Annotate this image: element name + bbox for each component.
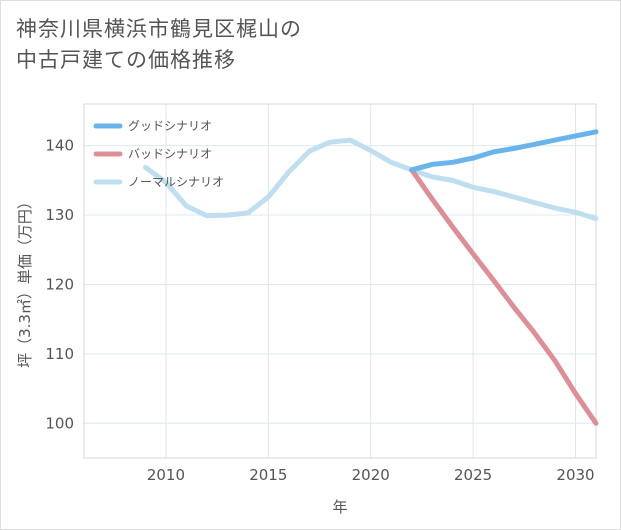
legend-label-1: バッドシナリオ	[128, 147, 212, 161]
plot-border	[83, 103, 597, 459]
grid-lines	[84, 104, 596, 458]
x-tick-label: 2010	[147, 466, 185, 484]
series-layer	[142, 129, 599, 426]
y-tick-label: 100	[45, 414, 74, 432]
series-line-0	[409, 129, 599, 173]
x-tick-label: 2015	[249, 466, 287, 484]
x-tick-label: 2025	[454, 466, 492, 484]
legend-label-2: ノーマルシナリオ	[128, 175, 224, 189]
y-axis-ticks: 100 110 120 130 140	[45, 137, 74, 433]
x-axis-title: 年	[332, 498, 347, 516]
x-tick-label: 2030	[556, 466, 594, 484]
y-tick-label: 120	[45, 275, 74, 293]
y-tick-label: 140	[45, 137, 74, 155]
y-tick-label: 110	[45, 345, 74, 363]
legend-label-0: グッドシナリオ	[128, 119, 212, 133]
x-axis-ticks: 2010 2015 2020 2025 2030	[147, 466, 595, 484]
x-tick-label: 2020	[352, 466, 390, 484]
chart-title-line-1: 神奈川県横浜市鶴見区梶山の	[16, 17, 302, 41]
chart-title-line-2: 中古戸建ての価格推移	[16, 48, 236, 72]
plot-area	[83, 103, 597, 459]
series-line-2	[142, 137, 599, 221]
y-tick-label: 130	[45, 206, 74, 224]
y-axis-title: 坪（3.3㎡）単価（万円）	[16, 194, 34, 368]
series-line-1	[409, 167, 599, 426]
chart-title: 神奈川県横浜市鶴見区梶山の 中古戸建ての価格推移	[16, 14, 436, 76]
